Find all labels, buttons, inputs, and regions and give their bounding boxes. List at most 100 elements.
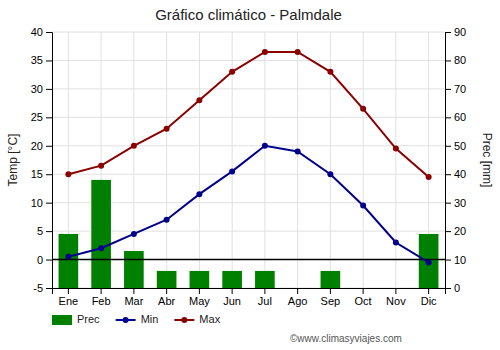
point <box>360 203 366 209</box>
point <box>426 259 432 265</box>
legend-marker <box>181 317 187 323</box>
tick-label: 60 <box>454 111 466 123</box>
tick-mark <box>445 32 451 33</box>
tick-label: Ene <box>59 295 79 307</box>
tick-mark <box>445 60 451 61</box>
bar <box>124 251 144 288</box>
y-tick: 10 <box>31 197 52 209</box>
plot: EneFebMarAbrMayJunJulAgoSepOctNovDic-505… <box>31 26 467 307</box>
tick-label: 10 <box>454 254 466 266</box>
bar <box>288 288 308 289</box>
y-axis: -50510152025303540 <box>31 26 53 294</box>
x-tick: Ago <box>288 288 308 307</box>
point <box>393 239 399 245</box>
grid-line-x <box>395 32 396 288</box>
bar <box>190 271 210 288</box>
tick-mark <box>445 288 451 289</box>
tick-mark <box>46 288 52 289</box>
y2-tick: 40 <box>445 168 466 180</box>
tick-mark <box>232 288 233 294</box>
x-tick: Nov <box>386 288 406 307</box>
y2-tick: 50 <box>445 140 466 152</box>
tick-mark <box>133 288 134 294</box>
legend: Prec Min Max <box>52 313 221 325</box>
grid <box>52 32 445 288</box>
grid-line-x <box>363 32 364 288</box>
tick-mark <box>297 288 298 294</box>
y2-tick: 80 <box>445 54 466 66</box>
bar <box>91 180 111 288</box>
x-tick: Dic <box>421 288 437 307</box>
watermark: ©www.climasyviajes.com <box>290 333 402 344</box>
grid-line-x <box>133 32 134 288</box>
tick-label: Dic <box>421 295 437 307</box>
legend-label: Prec <box>77 313 100 325</box>
tick-label: 40 <box>454 168 466 180</box>
grid-line-y <box>52 88 445 89</box>
y2-axis: 0102030405060708090 <box>445 26 466 294</box>
y-axis-title: Temp [°C] <box>6 134 20 187</box>
grid-line-x <box>297 32 298 288</box>
point <box>262 143 268 149</box>
tick-label: 20 <box>31 140 43 152</box>
y-tick: 15 <box>31 168 52 180</box>
point <box>65 171 71 177</box>
tick-mark <box>445 174 451 175</box>
line <box>68 52 428 177</box>
point <box>229 69 235 75</box>
axis-domain <box>53 289 446 295</box>
reference-line <box>52 259 445 261</box>
line <box>68 146 428 263</box>
grid-line-y <box>52 117 445 118</box>
point <box>131 231 137 237</box>
tick-mark <box>445 260 451 261</box>
y-tick: -5 <box>33 282 52 294</box>
tick-label: Sep <box>321 295 341 307</box>
tick-mark <box>166 288 167 294</box>
bar <box>419 234 439 288</box>
point <box>295 49 301 55</box>
x-tick: Oct <box>355 288 372 307</box>
tick-mark <box>46 203 52 204</box>
y-tick: 30 <box>31 83 52 95</box>
point <box>295 148 301 154</box>
point <box>393 146 399 152</box>
marks <box>52 49 445 288</box>
x-tick: Feb <box>92 288 111 307</box>
grid-line-x <box>166 32 167 288</box>
tick-mark <box>445 231 451 232</box>
point <box>98 163 104 169</box>
tick-label: 70 <box>454 83 466 95</box>
tick-mark <box>395 288 396 294</box>
y2-tick: 70 <box>445 83 466 95</box>
axis-domain <box>46 33 53 289</box>
bar <box>157 271 177 288</box>
tick-mark <box>46 231 52 232</box>
x-tick: Ene <box>59 288 79 307</box>
y2-axis-title: Prec [mm] <box>480 133 494 188</box>
tick-mark <box>46 117 52 118</box>
tick-mark <box>428 288 429 294</box>
tick-label: 90 <box>454 26 466 38</box>
tick-mark <box>445 89 451 90</box>
bar <box>59 234 79 288</box>
line-series <box>65 143 431 266</box>
bar <box>255 271 275 288</box>
tick-label: 30 <box>454 197 466 209</box>
point <box>426 174 432 180</box>
point <box>164 217 170 223</box>
legend-item: Max <box>174 313 220 325</box>
legend-label: Min <box>141 313 159 325</box>
tick-label: 0 <box>37 254 43 266</box>
tick-mark <box>46 174 52 175</box>
point <box>196 97 202 103</box>
tick-mark <box>445 146 451 147</box>
tick-mark <box>46 260 52 261</box>
tick-label: Oct <box>355 295 372 307</box>
x-axis: EneFebMarAbrMayJunJulAgoSepOctNovDic <box>53 288 446 307</box>
tick-mark <box>363 288 364 294</box>
point <box>262 49 268 55</box>
tick-mark <box>46 89 52 90</box>
tick-label: 50 <box>454 140 466 152</box>
tick-label: Jul <box>258 295 272 307</box>
